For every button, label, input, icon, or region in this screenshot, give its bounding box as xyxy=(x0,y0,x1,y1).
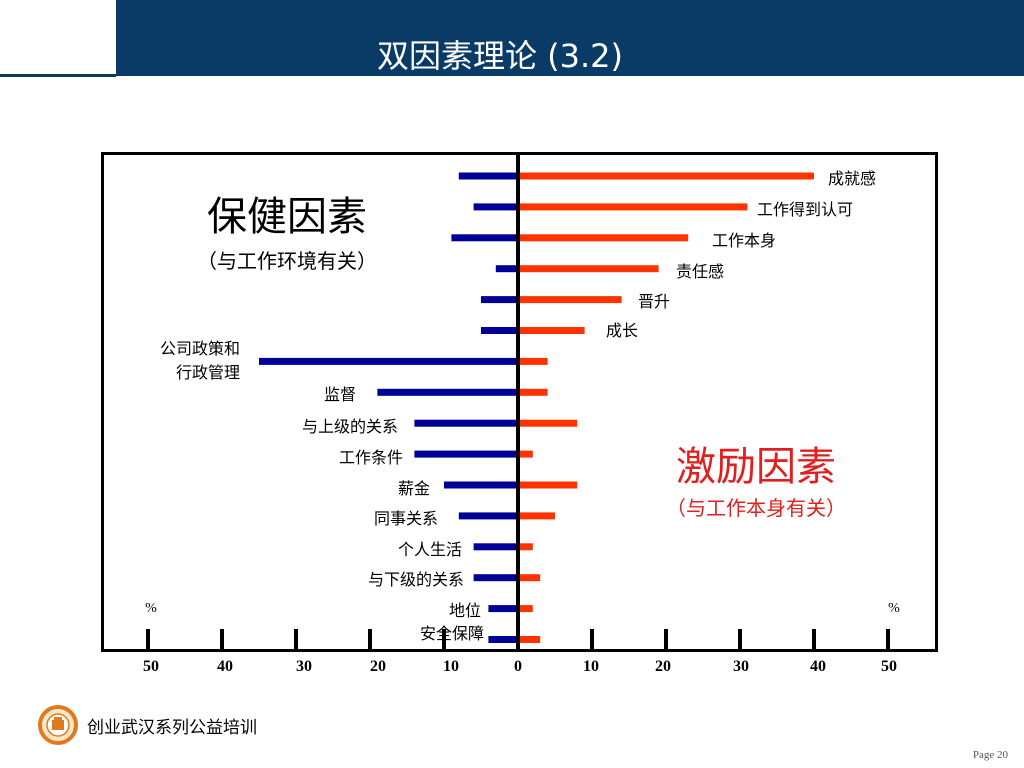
category-label: 晋升 xyxy=(638,292,670,311)
hygiene-bar xyxy=(481,327,518,334)
x-tick-label: 0 xyxy=(514,658,522,675)
category-label: 成就感 xyxy=(828,169,876,188)
motivator-bar xyxy=(518,419,578,427)
percent-label-left: % xyxy=(145,601,157,616)
x-tick-label: 50 xyxy=(881,658,897,675)
category-label: 监督 xyxy=(324,385,356,404)
motivator-bar xyxy=(518,203,748,211)
motivator-bar xyxy=(518,605,533,613)
category-label: 安全保障 xyxy=(420,624,484,643)
x-tick-label: 30 xyxy=(733,658,749,675)
hygiene-bar xyxy=(495,265,518,273)
motivator-bar xyxy=(518,481,578,489)
x-tick-label: 40 xyxy=(217,658,233,675)
motivator-group-title: 激励因素 xyxy=(676,444,836,490)
x-axis-labels: 50 40 30 20 10 0 10 20 30 40 50 xyxy=(0,658,1024,682)
category-label: 地位 xyxy=(449,601,481,620)
hygiene-bar xyxy=(488,636,518,643)
motivator-bar xyxy=(518,296,622,304)
motivator-bar xyxy=(518,574,541,582)
category-label: 公司政策和 xyxy=(160,339,240,358)
motivator-bar xyxy=(518,543,533,551)
slide-title: 双因素理论 (3.2) xyxy=(376,37,624,75)
footer-organization: 创业武汉系列公益培训 xyxy=(87,718,257,738)
organization-logo-icon xyxy=(38,705,78,745)
hygiene-group-title: 保健因素 xyxy=(207,194,367,240)
hygiene-bar xyxy=(259,357,518,365)
hygiene-bar xyxy=(481,296,518,304)
hygiene-bar xyxy=(377,388,518,396)
x-tick-label: 50 xyxy=(143,658,159,675)
motivator-bar xyxy=(518,172,814,180)
x-tick-label: 30 xyxy=(296,658,312,675)
hygiene-bar xyxy=(451,234,518,242)
x-tick-label: 20 xyxy=(655,658,671,675)
motivator-bar xyxy=(518,265,659,273)
header-tab xyxy=(0,0,116,74)
hygiene-bar xyxy=(488,605,518,613)
hygiene-bar xyxy=(444,481,518,489)
motivator-bar xyxy=(518,636,541,643)
hygiene-bar xyxy=(414,419,518,427)
category-label: 工作本身 xyxy=(712,231,776,250)
motivator-bar xyxy=(518,234,689,242)
category-label: 与下级的关系 xyxy=(368,570,464,589)
percent-label-right: % xyxy=(888,601,900,616)
hygiene-bar xyxy=(458,172,518,180)
motivator-bar xyxy=(518,388,548,396)
category-label: 薪金 xyxy=(398,479,430,498)
hygiene-group-subtitle: （与工作环境有关） xyxy=(197,249,377,273)
category-label: 责任感 xyxy=(676,262,724,281)
chart-frame: 成就感工作得到认可工作本身责任感 晋升 成长公司政策和行政管理监督与上级的关系工作条… xyxy=(101,152,938,652)
x-tick-label: 20 xyxy=(370,658,386,675)
category-label: 同事关系 xyxy=(374,509,438,528)
hygiene-bar xyxy=(473,203,518,211)
x-tick-label: 10 xyxy=(583,658,599,675)
motivator-bar xyxy=(518,357,548,365)
header-bar xyxy=(0,0,1024,76)
motivator-bar xyxy=(518,512,555,520)
hygiene-bar xyxy=(473,543,518,551)
category-label: 工作得到认可 xyxy=(757,200,853,219)
hygiene-bar xyxy=(414,450,518,458)
category-label: 与上级的关系 xyxy=(302,417,398,436)
page-number: Page 20 xyxy=(972,749,1008,761)
hygiene-bar xyxy=(458,512,518,520)
category-label: 个人生活 xyxy=(398,540,462,559)
header-underline xyxy=(0,74,116,77)
x-tick-label: 40 xyxy=(810,658,826,675)
x-tick-label: 10 xyxy=(443,658,459,675)
hygiene-bar xyxy=(473,574,518,582)
category-label: 成长 xyxy=(606,321,638,340)
category-label: 行政管理 xyxy=(176,363,240,382)
category-label: 工作条件 xyxy=(339,448,403,467)
chart-svg: 成就感工作得到认可工作本身责任感晋升成长公司政策和行政管理监督与上级的关系工作条… xyxy=(145,155,900,649)
motivator-bar xyxy=(518,450,533,458)
motivator-group-subtitle: （与工作本身有关） xyxy=(666,496,846,520)
motivator-bar xyxy=(518,327,585,334)
